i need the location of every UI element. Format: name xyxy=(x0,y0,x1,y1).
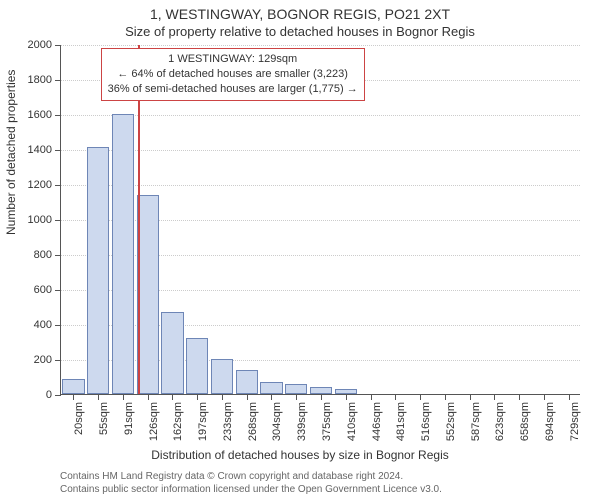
x-tick-label: 623sqm xyxy=(494,402,506,441)
y-tick xyxy=(55,45,61,46)
x-tick xyxy=(519,394,520,400)
bar xyxy=(260,382,282,394)
x-tick-label: 233sqm xyxy=(222,402,234,441)
x-tick-label: 162sqm xyxy=(172,402,184,441)
bar xyxy=(211,359,233,394)
x-tick-label: 55sqm xyxy=(98,402,110,435)
bar xyxy=(161,312,183,394)
y-tick xyxy=(55,395,61,396)
y-tick-label: 800 xyxy=(34,249,52,261)
x-tick-label: 126sqm xyxy=(148,402,160,441)
x-tick-label: 410sqm xyxy=(346,402,358,441)
y-tick xyxy=(55,325,61,326)
x-tick xyxy=(395,394,396,400)
chart-title: 1, WESTINGWAY, BOGNOR REGIS, PO21 2XT xyxy=(0,6,600,22)
x-tick-label: 516sqm xyxy=(420,402,432,441)
x-tick xyxy=(197,394,198,400)
annotation-line: 1 WESTINGWAY: 129sqm xyxy=(108,52,358,67)
x-tick-label: 197sqm xyxy=(197,402,209,441)
x-tick xyxy=(296,394,297,400)
y-tick-label: 1200 xyxy=(28,179,52,191)
bar xyxy=(87,147,109,394)
x-tick xyxy=(271,394,272,400)
x-axis-label: Distribution of detached houses by size … xyxy=(0,448,600,462)
plot-area: 020040060080010001200140016001800200020s… xyxy=(60,45,580,395)
y-tick-label: 1400 xyxy=(28,144,52,156)
x-tick-label: 658sqm xyxy=(519,402,531,441)
y-tick xyxy=(55,80,61,81)
y-tick-label: 0 xyxy=(46,389,52,401)
annotation-box: 1 WESTINGWAY: 129sqm← 64% of detached ho… xyxy=(101,48,365,101)
footer-line: Contains HM Land Registry data © Crown c… xyxy=(60,471,442,484)
x-tick xyxy=(569,394,570,400)
y-tick xyxy=(55,115,61,116)
y-tick-label: 600 xyxy=(34,284,52,296)
y-tick xyxy=(55,150,61,151)
bar xyxy=(310,387,332,394)
y-tick-label: 400 xyxy=(34,319,52,331)
bar xyxy=(62,379,84,394)
y-tick-label: 1000 xyxy=(28,214,52,226)
annotation-line: ← 64% of detached houses are smaller (3,… xyxy=(108,67,358,82)
x-tick xyxy=(148,394,149,400)
bar xyxy=(186,338,208,394)
x-tick xyxy=(494,394,495,400)
x-tick-label: 552sqm xyxy=(445,402,457,441)
bar xyxy=(285,384,307,394)
x-tick xyxy=(445,394,446,400)
y-tick xyxy=(55,220,61,221)
x-tick-label: 446sqm xyxy=(371,402,383,441)
y-tick-label: 200 xyxy=(34,354,52,366)
annotation-line: 36% of semi-detached houses are larger (… xyxy=(108,82,358,97)
x-tick-label: 694sqm xyxy=(544,402,556,441)
x-tick-label: 481sqm xyxy=(395,402,407,441)
x-tick xyxy=(123,394,124,400)
y-tick-label: 2000 xyxy=(28,39,52,51)
x-tick-label: 587sqm xyxy=(470,402,482,441)
x-tick xyxy=(470,394,471,400)
x-tick xyxy=(346,394,347,400)
y-tick xyxy=(55,185,61,186)
y-tick xyxy=(55,290,61,291)
x-tick xyxy=(98,394,99,400)
y-tick-label: 1600 xyxy=(28,109,52,121)
x-tick-label: 304sqm xyxy=(271,402,283,441)
bar xyxy=(236,370,258,395)
y-tick xyxy=(55,360,61,361)
x-tick xyxy=(73,394,74,400)
x-tick xyxy=(222,394,223,400)
chart-subtitle: Size of property relative to detached ho… xyxy=(0,24,600,39)
x-tick xyxy=(544,394,545,400)
x-tick xyxy=(371,394,372,400)
x-tick-label: 268sqm xyxy=(247,402,259,441)
x-tick-label: 375sqm xyxy=(321,402,333,441)
x-tick xyxy=(172,394,173,400)
x-tick-label: 91sqm xyxy=(123,402,135,435)
y-tick-label: 1800 xyxy=(28,74,52,86)
x-tick-label: 20sqm xyxy=(73,402,85,435)
x-tick-label: 729sqm xyxy=(569,402,581,441)
x-tick xyxy=(420,394,421,400)
footer-line: Contains public sector information licen… xyxy=(60,484,442,497)
x-tick xyxy=(247,394,248,400)
bar xyxy=(112,114,134,394)
y-tick xyxy=(55,255,61,256)
y-axis-label: Number of detached properties xyxy=(4,70,18,235)
footer-attribution: Contains HM Land Registry data © Crown c… xyxy=(60,471,442,496)
x-tick xyxy=(321,394,322,400)
x-tick-label: 339sqm xyxy=(296,402,308,441)
